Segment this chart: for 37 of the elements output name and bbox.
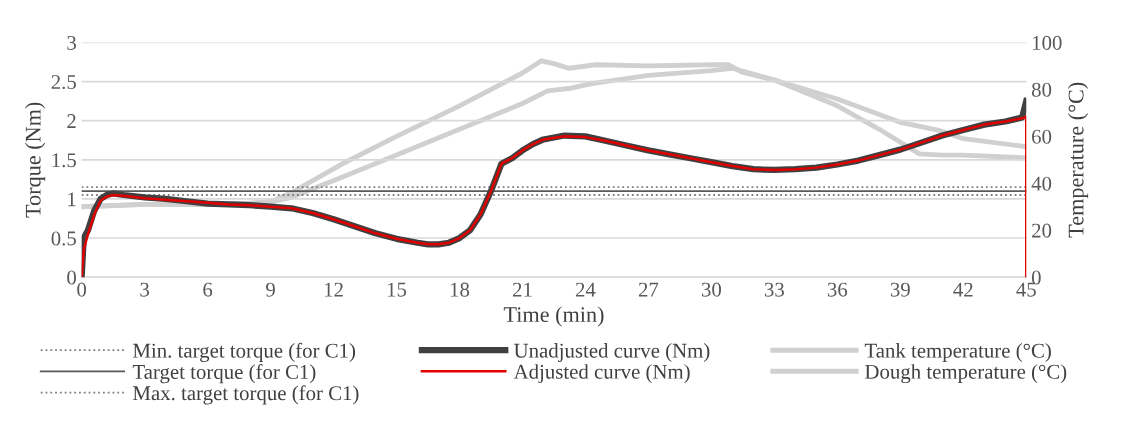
legend-label: Target torque (for C1) [132, 364, 316, 384]
y2-tick-label: 40 [1031, 176, 1052, 191]
legend-label: Dough temperature (°C) [865, 364, 1067, 384]
x-tick-label: 39 [890, 282, 910, 297]
x-tick-label: 9 [266, 282, 275, 297]
x-tick-label: 18 [450, 282, 470, 297]
y-tick-label: 3 [67, 35, 76, 50]
x-axis-title: Time (min) [503, 306, 604, 327]
y-axis-title: Torque (Nm) [25, 102, 46, 218]
y-tick-label: 1.5 [52, 153, 76, 168]
x-tick-label: 36 [827, 282, 848, 297]
x-tick-label: 33 [764, 282, 784, 297]
legend-label: Min. target torque (for C1) [133, 342, 356, 362]
y-tick-label: 0 [67, 270, 76, 285]
legend-label: Max. target torque (for C1) [133, 385, 359, 405]
x-tick-label: 15 [387, 282, 407, 297]
x-tick-label: 3 [140, 282, 150, 297]
y2-tick-label: 80 [1031, 82, 1052, 97]
y-tick-label: 2.5 [51, 75, 76, 90]
legend-label: Unadjusted curve (Nm) [514, 343, 710, 362]
legend-label: Tank temperature (°C) [864, 343, 1051, 362]
y2-tick-label: 100 [1032, 35, 1062, 50]
x-tick-label: 21 [512, 282, 532, 297]
x-tick-label: 6 [203, 282, 213, 297]
y2-axis-title: Temperature (°C) [1067, 82, 1089, 238]
y-tick-label: 0.5 [51, 231, 76, 246]
x-tick-label: 24 [575, 282, 596, 297]
y-tick-label: 1 [68, 192, 76, 207]
x-tick-label: 27 [638, 282, 659, 297]
x-tick-label: 42 [953, 282, 973, 297]
x-tick-label: 30 [701, 282, 722, 297]
y2-tick-label: 20 [1032, 223, 1052, 238]
y2-tick-label: 60 [1032, 129, 1052, 144]
legend-label: Adjusted curve (Nm) [513, 364, 690, 384]
x-tick-label: 0 [77, 282, 87, 297]
y-tick-label: 2 [67, 114, 76, 128]
x-tick-label: 12 [324, 282, 343, 297]
